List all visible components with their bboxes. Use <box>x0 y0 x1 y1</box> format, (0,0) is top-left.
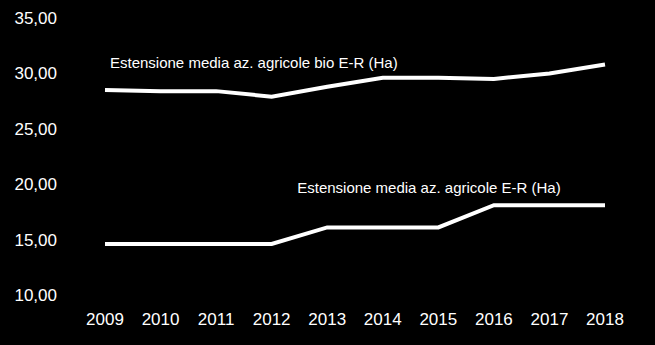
svg-text:2010: 2010 <box>142 310 180 329</box>
svg-text:2011: 2011 <box>198 310 235 329</box>
svg-text:15,00: 15,00 <box>14 231 57 250</box>
svg-text:25,00: 25,00 <box>14 120 57 139</box>
svg-text:2013: 2013 <box>308 310 346 329</box>
svg-text:30,00: 30,00 <box>14 64 57 83</box>
svg-text:Estensione media az. agricole: Estensione media az. agricole bio E-R (H… <box>110 54 398 71</box>
svg-text:2017: 2017 <box>531 310 569 329</box>
svg-text:2018: 2018 <box>586 310 624 329</box>
svg-text:2014: 2014 <box>364 310 402 329</box>
svg-text:10,00: 10,00 <box>14 286 57 305</box>
svg-text:2012: 2012 <box>253 310 291 329</box>
svg-text:2009: 2009 <box>86 310 124 329</box>
svg-text:20,00: 20,00 <box>14 175 57 194</box>
svg-text:Estensione media az. agricole: Estensione media az. agricole E-R (Ha) <box>297 179 560 196</box>
svg-text:2015: 2015 <box>419 310 457 329</box>
svg-text:35,00: 35,00 <box>14 9 57 28</box>
svg-text:2016: 2016 <box>475 310 513 329</box>
